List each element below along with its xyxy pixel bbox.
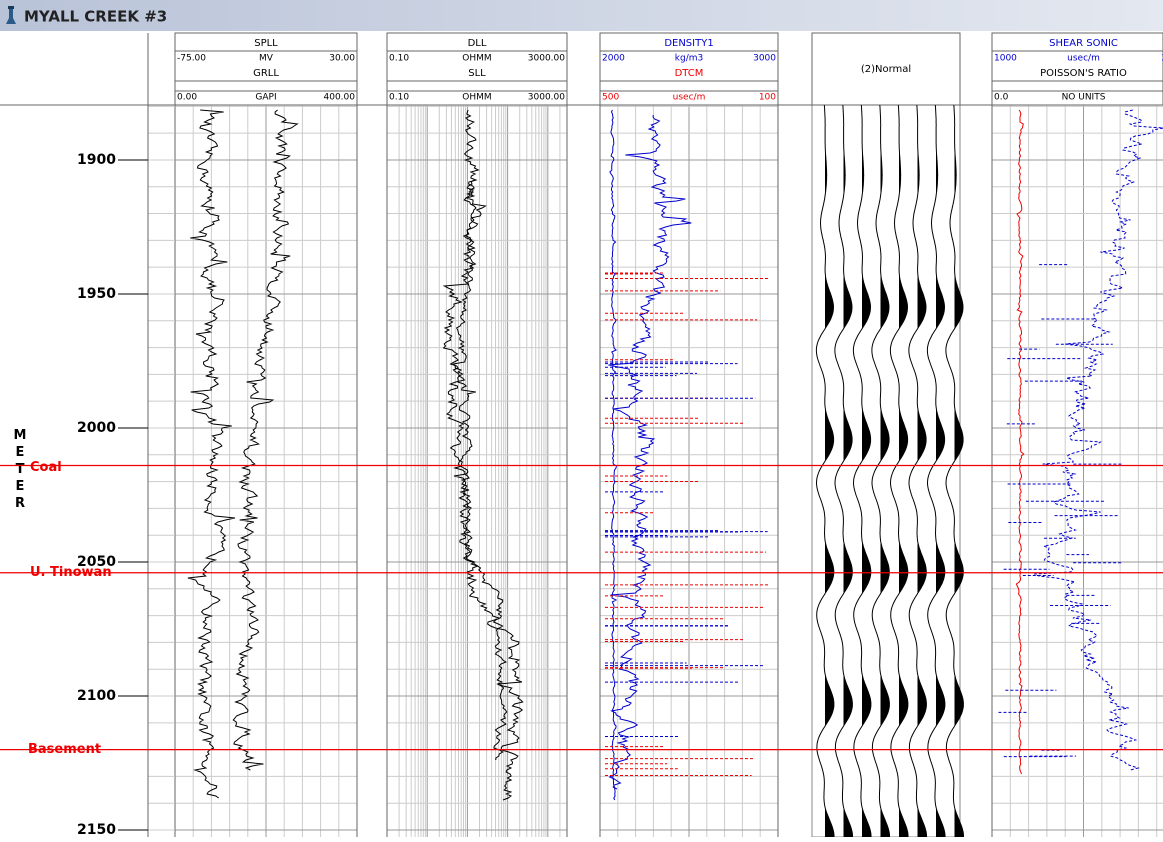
scale-unit: OHMM xyxy=(462,54,491,64)
title-bar xyxy=(0,0,1163,31)
seismic-trace xyxy=(945,104,964,837)
log-curve xyxy=(187,109,236,799)
seismic-trace xyxy=(834,104,853,837)
scale-min: 0.10 xyxy=(389,93,409,103)
log-curve xyxy=(1034,109,1163,771)
depth-label: 1900 xyxy=(77,152,116,168)
curve-name: DENSITY1 xyxy=(664,38,713,49)
formation-label: Basement xyxy=(28,742,101,757)
seismic-trace xyxy=(926,104,946,837)
curve-name: SPLL xyxy=(254,38,278,49)
formation-label: U. Tinowan xyxy=(30,565,112,580)
curve-name: SHEAR SONIC xyxy=(1049,38,1118,49)
seismic-trace xyxy=(852,104,872,837)
scale-max: 400.00 xyxy=(324,93,356,103)
scale-max: 30.00 xyxy=(329,54,355,64)
scale-max: 3000.00 xyxy=(528,93,565,103)
curve-name: DTCM xyxy=(675,68,704,79)
scale-unit: NO UNITS xyxy=(1062,93,1106,103)
scale-unit: OHMM xyxy=(462,93,491,103)
depth-label: 2100 xyxy=(77,688,116,704)
scale-min: 1000 xyxy=(994,54,1017,64)
seismic-fill xyxy=(954,105,964,837)
scale-max: 100 xyxy=(759,93,776,103)
depth-label: 1950 xyxy=(77,286,116,302)
seismic-fill xyxy=(880,105,890,837)
window-title: MYALL CREEK #3 xyxy=(24,8,167,26)
scale-min: 0.00 xyxy=(177,93,197,103)
scale-min: 500 xyxy=(602,93,619,103)
window-icon xyxy=(6,6,16,24)
log-curve xyxy=(608,114,692,790)
seismic-trace xyxy=(889,104,909,837)
seismic-fill xyxy=(917,105,927,837)
seismic-fill xyxy=(936,105,945,837)
scale-min: -75.00 xyxy=(177,54,206,64)
seismic-fill xyxy=(843,105,853,837)
scale-unit: usec/m xyxy=(1067,54,1100,64)
scale-min: 0.10 xyxy=(389,54,409,64)
log-curve xyxy=(232,109,299,771)
log-curve xyxy=(609,109,618,801)
seismic-trace xyxy=(871,104,890,837)
scale-min: 0.0 xyxy=(994,93,1009,103)
log-curve xyxy=(452,179,508,761)
scale-max: 3000 xyxy=(753,54,776,64)
scale-unit: GAPI xyxy=(255,93,276,103)
curve-name: GRLL xyxy=(253,68,279,79)
depth-label: 2000 xyxy=(77,420,116,436)
scale-unit: MV xyxy=(259,54,274,64)
scale-max: 3000.00 xyxy=(528,54,565,64)
track-header xyxy=(386,32,568,106)
track-header xyxy=(599,32,779,106)
seismic-label: (2)Normal xyxy=(861,64,911,75)
formation-label: Coal xyxy=(30,460,62,475)
log-content: SPLL -75.00 MV 30.00 GRLL 0.00 GAPI 400.00 DLL 0.… xyxy=(0,32,1163,838)
track-frame xyxy=(811,104,961,838)
scale-min: 2000 xyxy=(602,54,625,64)
curve-name: DLL xyxy=(468,38,487,49)
depth-label: 2050 xyxy=(77,554,116,570)
seismic-fill xyxy=(825,105,834,837)
seismic-fill xyxy=(862,105,871,837)
scale-unit: kg/m3 xyxy=(675,54,703,64)
scale-max: 20 xyxy=(1162,54,1163,64)
seismic-fill xyxy=(899,105,908,837)
scale-unit: usec/m xyxy=(673,93,706,103)
curve-name: POISSON'S RATIO xyxy=(1040,68,1127,79)
seismic-trace xyxy=(908,104,927,837)
log-curve xyxy=(1015,109,1025,775)
track-header xyxy=(991,32,1163,106)
depth-label: 2150 xyxy=(77,822,116,837)
seismic-trace xyxy=(815,104,835,837)
track-header xyxy=(811,32,961,106)
curve-name: SLL xyxy=(468,68,486,79)
